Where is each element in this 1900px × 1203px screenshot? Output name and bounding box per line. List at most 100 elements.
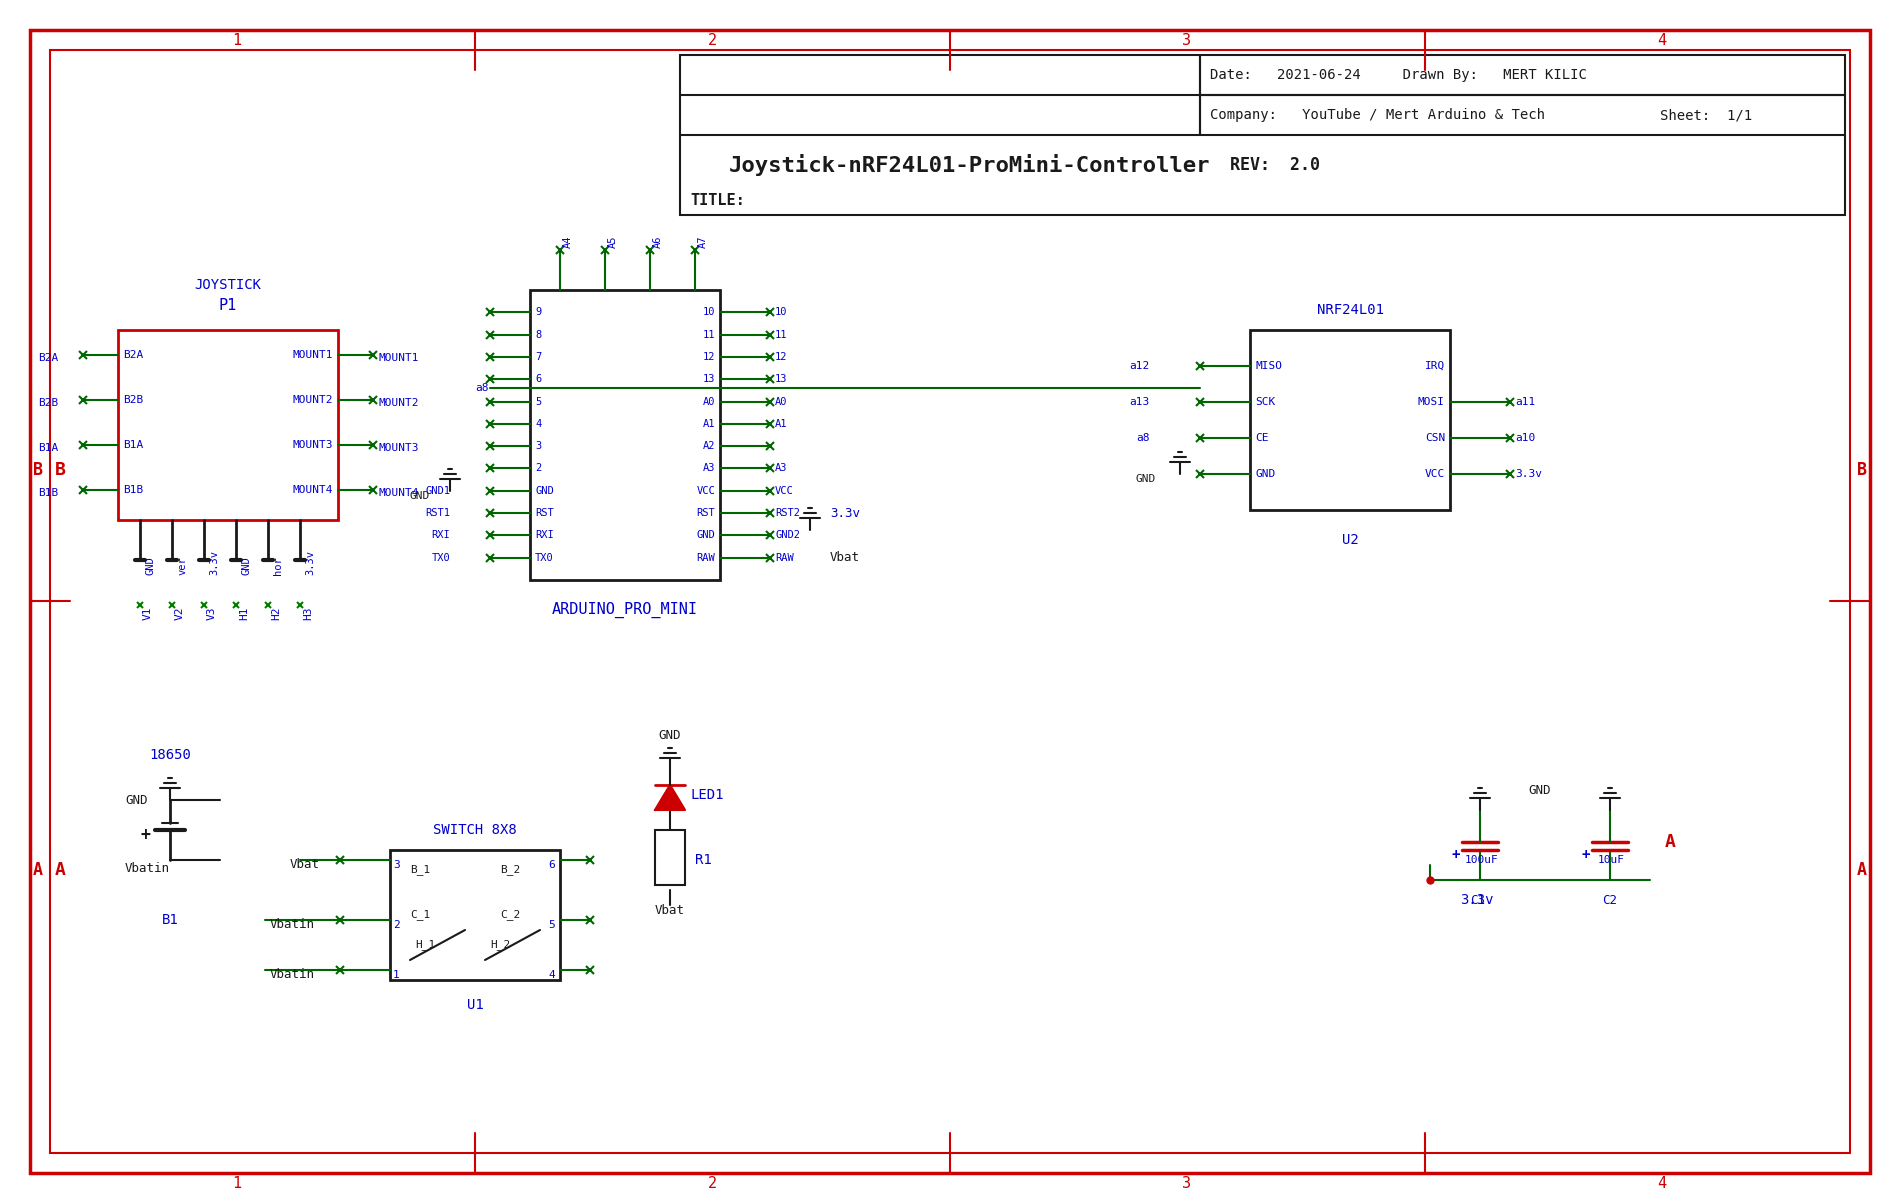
Text: B1A: B1A	[124, 440, 142, 450]
Text: 10: 10	[703, 307, 714, 318]
Text: LED1: LED1	[690, 788, 724, 802]
Text: ver: ver	[177, 556, 186, 575]
Text: 4: 4	[536, 419, 542, 428]
Text: 3.3v: 3.3v	[306, 550, 315, 575]
Text: MOUNT1: MOUNT1	[378, 352, 418, 363]
Text: A: A	[55, 861, 66, 879]
Text: +: +	[141, 826, 150, 845]
Text: CSN: CSN	[1425, 433, 1446, 443]
Text: RAW: RAW	[695, 552, 714, 563]
Text: 3: 3	[1182, 32, 1191, 47]
Text: RST2: RST2	[775, 508, 800, 518]
Text: B: B	[55, 461, 66, 479]
Text: IRQ: IRQ	[1425, 361, 1446, 371]
Text: GND: GND	[125, 794, 148, 806]
Text: A5: A5	[608, 235, 618, 248]
Text: MOUNT3: MOUNT3	[293, 440, 332, 450]
Text: RXI: RXI	[536, 531, 553, 540]
Text: a11: a11	[1514, 397, 1535, 407]
Text: A1: A1	[775, 419, 787, 428]
Text: 2: 2	[707, 32, 716, 47]
Text: SCK: SCK	[1256, 397, 1275, 407]
Text: 13: 13	[775, 374, 787, 384]
Text: 4: 4	[547, 970, 555, 980]
Text: H_1: H_1	[414, 940, 435, 950]
Text: A3: A3	[775, 463, 787, 474]
Text: VCC: VCC	[1425, 469, 1446, 479]
Text: 3.3v: 3.3v	[209, 550, 218, 575]
Text: GND: GND	[695, 531, 714, 540]
Bar	[530, 290, 720, 580]
Polygon shape	[656, 786, 686, 810]
Text: TX0: TX0	[536, 552, 553, 563]
Text: A6: A6	[654, 235, 663, 248]
Bar	[680, 55, 1845, 215]
Text: GND: GND	[1530, 783, 1550, 796]
Text: GND1: GND1	[426, 486, 450, 496]
Bar	[118, 330, 338, 520]
Text: B2B: B2B	[124, 395, 142, 405]
Text: 12: 12	[703, 352, 714, 362]
Text: 11: 11	[703, 330, 714, 339]
Text: Joystick-nRF24L01-ProMini-Controller: Joystick-nRF24L01-ProMini-Controller	[730, 154, 1210, 176]
Text: RST1: RST1	[426, 508, 450, 518]
Text: GND: GND	[659, 729, 682, 741]
Text: VCC: VCC	[695, 486, 714, 496]
Text: MOUNT1: MOUNT1	[293, 350, 332, 360]
Text: GND2: GND2	[775, 531, 800, 540]
Text: a13: a13	[1130, 397, 1150, 407]
Text: B1: B1	[162, 913, 179, 928]
Text: A1: A1	[703, 419, 714, 428]
Text: A4: A4	[562, 235, 574, 248]
Text: C2: C2	[1602, 894, 1617, 907]
Text: 3: 3	[1182, 1175, 1191, 1191]
Text: SWITCH 8X8: SWITCH 8X8	[433, 823, 517, 837]
Text: U1: U1	[467, 998, 483, 1012]
Text: Company:   YouTube / Mert Arduino & Tech: Company: YouTube / Mert Arduino & Tech	[1210, 108, 1545, 122]
Text: +: +	[1452, 848, 1461, 863]
Text: NRF24L01: NRF24L01	[1317, 303, 1383, 318]
Text: 5: 5	[536, 397, 542, 407]
Bar	[656, 830, 686, 885]
Text: H3: H3	[302, 606, 314, 620]
Text: 3.3v: 3.3v	[830, 506, 861, 520]
Text: V3: V3	[207, 606, 217, 620]
Text: A0: A0	[775, 397, 787, 407]
Text: a8: a8	[475, 383, 488, 393]
Bar	[390, 851, 560, 980]
Text: Vbatin: Vbatin	[270, 919, 315, 931]
Text: A3: A3	[703, 463, 714, 474]
Text: B2A: B2A	[124, 350, 142, 360]
Text: 11: 11	[775, 330, 787, 339]
Text: Sheet:  1/1: Sheet: 1/1	[1661, 108, 1752, 122]
Text: GND: GND	[410, 491, 429, 500]
Text: 1: 1	[232, 32, 241, 47]
Text: P1: P1	[218, 297, 238, 313]
Text: 5: 5	[547, 920, 555, 930]
Text: Vbat: Vbat	[830, 551, 861, 564]
Text: TITLE:: TITLE:	[690, 192, 745, 207]
Text: 6: 6	[536, 374, 542, 384]
Text: GND: GND	[144, 556, 156, 575]
Text: TX0: TX0	[431, 552, 450, 563]
Text: A0: A0	[703, 397, 714, 407]
Text: MOUNT4: MOUNT4	[293, 485, 332, 494]
Text: A2: A2	[703, 442, 714, 451]
Text: H2: H2	[272, 606, 281, 620]
Text: a8: a8	[1136, 433, 1150, 443]
Text: MOUNT2: MOUNT2	[293, 395, 332, 405]
Text: 100uF: 100uF	[1465, 855, 1499, 865]
Text: GND: GND	[536, 486, 553, 496]
Text: 1: 1	[393, 970, 399, 980]
Text: 9: 9	[536, 307, 542, 318]
Text: B: B	[1856, 461, 1868, 479]
Text: V1: V1	[142, 606, 154, 620]
Text: GND: GND	[241, 556, 251, 575]
Text: MOSI: MOSI	[1417, 397, 1446, 407]
Text: JOYSTICK: JOYSTICK	[194, 278, 262, 292]
Text: ARDUINO_PRO_MINI: ARDUINO_PRO_MINI	[553, 602, 697, 618]
Text: C_1: C_1	[410, 909, 429, 920]
Text: U2: U2	[1341, 533, 1358, 547]
Text: A7: A7	[697, 235, 709, 248]
Text: B1A: B1A	[38, 443, 59, 454]
